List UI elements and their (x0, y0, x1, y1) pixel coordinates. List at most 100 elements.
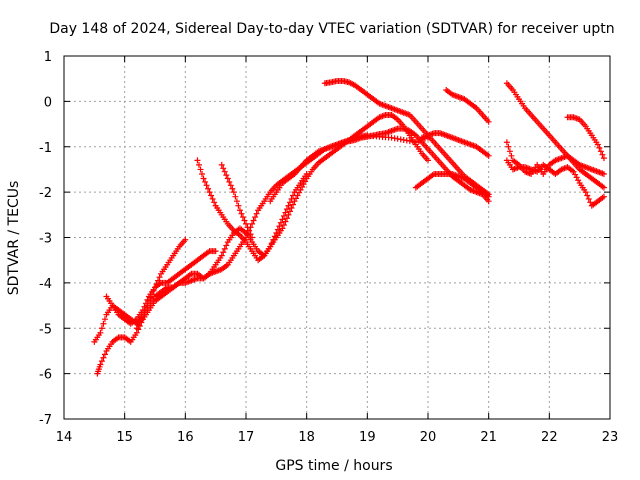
data-point (135, 321, 142, 328)
data-point (202, 178, 209, 185)
y-tick-label: -7 (39, 413, 52, 428)
y-tick-label: -1 (39, 141, 52, 156)
data-point (246, 227, 253, 234)
data-point (596, 144, 603, 151)
x-tick-labels: 14 15 16 17 18 19 20 21 22 23 (56, 430, 619, 445)
data-point (226, 178, 233, 185)
data-point (290, 201, 297, 208)
y-tick-label: 1 (44, 50, 52, 65)
data-point (280, 222, 287, 229)
x-tick-label: 17 (238, 430, 255, 445)
data-point (230, 189, 237, 196)
data-point (100, 354, 107, 361)
data-point (283, 206, 290, 213)
data-point (597, 148, 604, 155)
axis-ticks (63, 55, 611, 420)
data-point (223, 172, 230, 179)
data-point (594, 141, 601, 148)
data-point (101, 316, 108, 323)
data-point (243, 220, 249, 227)
data-point (600, 170, 607, 177)
series-track-14 (503, 139, 607, 177)
data-point (200, 175, 207, 182)
x-axis-label: GPS time / hours (275, 458, 392, 474)
data-point (503, 139, 510, 146)
data-point (195, 161, 202, 168)
data-point (244, 224, 251, 231)
data-point (250, 217, 257, 224)
data-point (182, 236, 189, 243)
data-point (141, 303, 148, 310)
data-point (599, 151, 606, 158)
data-points (91, 77, 607, 377)
y-tick-label: -2 (39, 186, 52, 201)
x-tick-label: 15 (116, 430, 133, 445)
data-point (206, 189, 213, 196)
data-point (224, 175, 231, 182)
x-tick-label: 16 (177, 430, 194, 445)
data-point (221, 245, 228, 252)
data-point (138, 315, 145, 322)
data-point (280, 212, 287, 219)
data-point (253, 210, 260, 217)
data-point (205, 185, 212, 192)
y-axis-label: SDTVAR / TECUs (6, 181, 22, 296)
data-point (194, 157, 201, 164)
data-point (600, 184, 607, 191)
y-tick-label: -4 (39, 277, 52, 292)
data-point (98, 325, 105, 332)
data-point (600, 155, 607, 162)
data-point (282, 209, 289, 216)
series-track-6 (218, 161, 256, 241)
data-point (133, 325, 140, 332)
data-point (236, 207, 243, 214)
data-point (209, 195, 216, 202)
y-tick-label: -5 (39, 322, 52, 337)
data-point (218, 252, 225, 259)
chart-title: Day 148 of 2024, Sidereal Day-to-day VTE… (49, 21, 614, 37)
data-point (212, 248, 219, 255)
data-point (238, 210, 245, 217)
x-tick-label: 23 (602, 430, 619, 445)
data-point (220, 249, 227, 256)
x-tick-label: 18 (298, 430, 315, 445)
data-point (232, 193, 239, 200)
data-point (203, 182, 210, 189)
data-point (227, 182, 234, 189)
data-point (223, 242, 230, 249)
data-point (247, 231, 254, 238)
data-point (585, 195, 592, 202)
data-point (249, 220, 256, 227)
series-track-1 (94, 236, 189, 377)
data-point (136, 318, 143, 325)
data-point (587, 199, 594, 206)
x-tick-label: 14 (56, 430, 73, 445)
data-point (208, 192, 215, 199)
series-track-15 (564, 114, 607, 162)
data-point (508, 152, 515, 159)
x-tick-label: 20 (420, 430, 437, 445)
data-point (211, 199, 218, 206)
data-point (252, 214, 259, 221)
series-track-3 (103, 170, 310, 327)
data-point (600, 193, 607, 200)
data-point (235, 202, 242, 209)
series-track-9 (412, 170, 492, 200)
data-point (485, 118, 492, 125)
data-point (582, 189, 589, 196)
data-point (584, 192, 591, 199)
data-point (197, 166, 204, 173)
data-point (288, 205, 295, 212)
series-track-10 (418, 130, 492, 159)
data-point (285, 211, 292, 218)
y-tick-label: 0 (44, 95, 52, 110)
data-point (199, 170, 206, 177)
data-point (144, 296, 151, 303)
y-tick-labels: 1 0 -1 -2 -3 -4 -5 -6 -7 (39, 50, 52, 428)
data-point (276, 223, 283, 230)
data-point (220, 165, 227, 172)
data-point (286, 208, 293, 215)
data-point (485, 152, 492, 159)
x-tick-label: 22 (541, 430, 558, 445)
